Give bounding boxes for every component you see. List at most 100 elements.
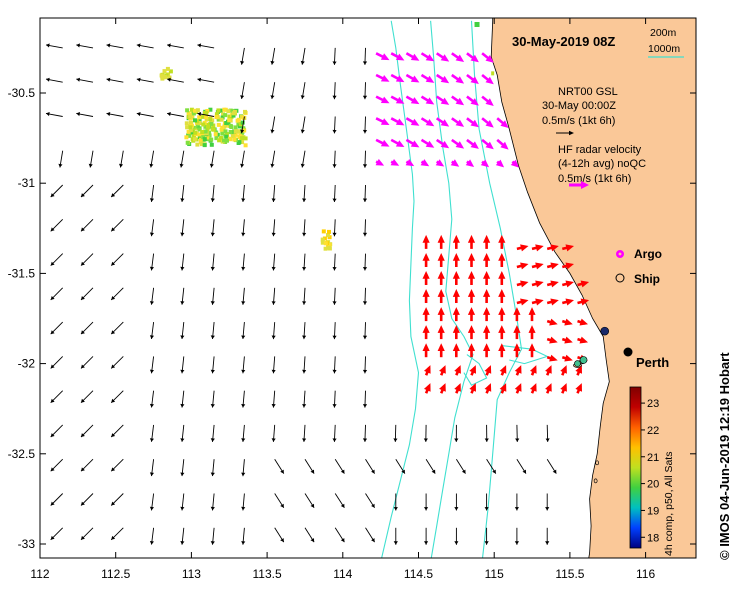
radar-arrow — [577, 336, 588, 344]
sst-pixel — [228, 123, 233, 128]
radar-arrow — [466, 117, 479, 128]
sst-pixel — [243, 109, 247, 114]
radar-arrow — [405, 95, 420, 105]
sst-pixel — [203, 124, 208, 129]
sst-pixel — [223, 123, 228, 128]
current-arrow — [486, 458, 497, 474]
current-arrow — [332, 47, 337, 65]
radar-arrow — [516, 244, 529, 252]
current-arrow — [110, 527, 124, 541]
current-arrow — [304, 458, 315, 474]
sst-pixel — [195, 108, 200, 113]
radar-arrow — [375, 73, 390, 82]
current-arrow — [302, 287, 307, 305]
sst-pixel — [197, 115, 202, 120]
radar-arrow — [469, 383, 476, 394]
radar-arrow — [375, 52, 390, 61]
radar-arrow — [452, 253, 460, 267]
radar-arrow — [560, 365, 567, 376]
radar-arrow — [546, 262, 559, 270]
current-arrow — [80, 184, 94, 198]
current-arrow — [149, 459, 155, 477]
sst-pixel — [186, 111, 191, 116]
radar-arrow — [435, 52, 450, 62]
current-arrow — [119, 150, 124, 168]
geostrophic-current-arrows — [45, 43, 557, 545]
radar-arrow — [469, 365, 476, 376]
contour-legend-1000m: 1000m — [648, 43, 680, 55]
current-arrow — [484, 527, 489, 545]
current-arrow — [362, 390, 368, 408]
current-arrow — [241, 184, 246, 202]
current-arrow — [45, 43, 63, 49]
current-arrow — [332, 356, 337, 374]
current-arrow — [110, 356, 124, 369]
sst-pixel — [185, 140, 190, 145]
current-arrow — [110, 287, 124, 301]
radar-arrow — [422, 325, 430, 340]
radar-arrow — [390, 73, 405, 83]
current-arrow — [180, 493, 185, 511]
current-arrow — [110, 458, 124, 472]
current-arrow — [362, 116, 368, 134]
sst-pixel — [159, 73, 164, 78]
current-arrow — [149, 527, 155, 545]
current-arrow — [136, 77, 154, 83]
radar-arrow — [483, 307, 491, 322]
radar-arrow — [575, 383, 582, 394]
sst-pixel — [227, 114, 232, 119]
radar-arrow — [546, 280, 559, 288]
current-arrow — [80, 218, 94, 232]
current-arrow — [210, 322, 215, 340]
radar-arrow — [452, 325, 460, 340]
sst-pixel — [221, 112, 226, 117]
radar-arrow — [405, 73, 420, 83]
coast-markers — [573, 326, 610, 484]
current-arrow — [300, 150, 306, 168]
radar-arrow — [424, 383, 431, 394]
radar-arrow — [452, 289, 460, 303]
current-arrow — [362, 184, 368, 203]
current-arrow — [197, 112, 215, 117]
sst-pixel — [193, 130, 198, 135]
radar-arrow — [516, 298, 529, 306]
current-arrow — [50, 527, 64, 541]
gsl-legend-time: 30-May 00:00Z — [542, 100, 616, 112]
current-arrow — [240, 47, 245, 65]
sst-pixel — [210, 118, 215, 123]
x-tick-label: 113.5 — [253, 567, 282, 581]
sst-pixel — [215, 132, 220, 137]
radar-arrow — [451, 138, 465, 149]
sst-pixel — [323, 246, 328, 251]
radar-arrow — [435, 138, 450, 149]
radar-arrow — [498, 325, 506, 340]
current-arrow — [241, 527, 246, 545]
current-arrow — [180, 424, 185, 442]
radar-arrow — [420, 95, 435, 105]
sst-pixel — [243, 136, 248, 141]
current-arrow — [50, 253, 64, 266]
radar-arrow — [546, 298, 559, 306]
isobath-line — [381, 20, 420, 558]
sst-pixel — [242, 128, 247, 133]
sst-pixel — [230, 108, 235, 113]
sst-pixel — [211, 127, 216, 132]
colorbar-tick-label: 23 — [647, 398, 659, 410]
radar-arrow — [481, 117, 494, 128]
isobath-line — [501, 345, 549, 365]
sst-pixel — [186, 129, 191, 134]
sst-pixel — [160, 76, 165, 81]
radar-arrow — [467, 307, 476, 322]
current-arrow — [271, 253, 276, 271]
radar-arrow — [577, 298, 590, 306]
radar-arrow — [561, 262, 574, 270]
sst-colorbar — [629, 386, 642, 549]
radar-arrow — [435, 159, 445, 167]
radar-arrow — [546, 336, 558, 344]
current-arrow — [271, 287, 276, 305]
current-arrow — [304, 527, 315, 543]
current-arrow — [210, 253, 215, 271]
current-arrow — [149, 150, 155, 168]
radar-arrow — [498, 343, 506, 358]
